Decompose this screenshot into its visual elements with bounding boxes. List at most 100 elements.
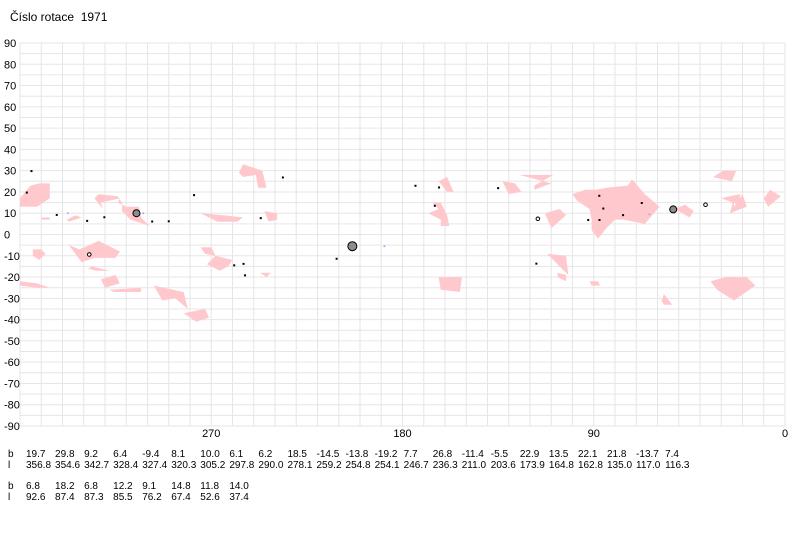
y-tick-label: -90 bbox=[4, 421, 20, 433]
region-r14 bbox=[207, 255, 233, 271]
l-value: 354.6 bbox=[55, 460, 81, 471]
b-value: 29.8 bbox=[55, 449, 75, 460]
region-r21 bbox=[438, 277, 462, 292]
b-value: 26.8 bbox=[432, 449, 453, 460]
region-r7 bbox=[68, 240, 120, 263]
l-value: 164.8 bbox=[548, 460, 574, 471]
region-r16 bbox=[238, 164, 267, 188]
faint-point bbox=[383, 245, 386, 248]
b-value: 7.4 bbox=[665, 449, 679, 460]
region-r24 bbox=[544, 209, 567, 229]
b-value: 11.8 bbox=[200, 481, 220, 492]
sunspot-point bbox=[103, 216, 106, 219]
l-value: 87.3 bbox=[84, 492, 104, 503]
l-value: 278.1 bbox=[287, 460, 313, 471]
sunspot-point bbox=[335, 257, 338, 260]
b-value: 21.8 bbox=[607, 449, 627, 460]
l-value: 116.3 bbox=[665, 460, 690, 471]
y-tick-label: -10 bbox=[4, 251, 20, 263]
l-value: 162.8 bbox=[577, 460, 603, 471]
sunspot-point bbox=[640, 202, 643, 205]
y-tick-label: 90 bbox=[4, 38, 16, 50]
b-value: 8.1 bbox=[171, 449, 186, 460]
region-r12 bbox=[183, 309, 210, 322]
region-r19 bbox=[428, 202, 450, 226]
sunspot-point-large bbox=[669, 205, 678, 214]
region-r10 bbox=[109, 287, 142, 292]
b-value: 18.2 bbox=[55, 481, 75, 492]
b-value: 7.7 bbox=[403, 449, 418, 460]
sunspot-point bbox=[602, 207, 605, 210]
region-r5 bbox=[66, 215, 82, 222]
b-value: 22.1 bbox=[577, 449, 598, 460]
region-r1 bbox=[20, 183, 50, 207]
sunspot-point bbox=[535, 262, 538, 265]
sunspot-point bbox=[622, 214, 625, 217]
region-r28 bbox=[572, 179, 660, 239]
l-value: 236.3 bbox=[432, 460, 458, 471]
y-tick-label: 40 bbox=[4, 144, 16, 156]
l-value: 246.7 bbox=[403, 460, 429, 471]
y-tick-label: 30 bbox=[4, 166, 16, 178]
sunspot-point bbox=[30, 170, 33, 173]
y-tick-label: -60 bbox=[4, 357, 20, 369]
b-value: 18.5 bbox=[287, 449, 307, 460]
sunspot-point bbox=[587, 219, 590, 222]
sunspot-point bbox=[151, 220, 154, 223]
b-value: 14.0 bbox=[229, 481, 249, 492]
row-label-b: b bbox=[8, 481, 14, 492]
b-value: -5.5 bbox=[490, 449, 509, 460]
x-tick-label: 90 bbox=[588, 428, 600, 440]
y-tick-label: -50 bbox=[4, 336, 20, 348]
faint-point bbox=[648, 213, 651, 216]
x-tick-label: 180 bbox=[393, 428, 411, 440]
region-r29 bbox=[655, 289, 673, 305]
region-r6 bbox=[94, 194, 150, 226]
y-tick-label: 10 bbox=[4, 208, 16, 220]
y-axis-ticks: 90 80 70 60 50 40 30 20 10 0 -10 -20 -30 -40 -50 -60 -70… bbox=[4, 38, 20, 433]
sunspot-point-xlarge bbox=[347, 241, 358, 252]
sunspot-point bbox=[25, 191, 28, 194]
l-value: 259.2 bbox=[316, 460, 342, 471]
sunspot-point bbox=[433, 204, 436, 207]
region-r23 bbox=[519, 174, 554, 190]
chart-title: Číslo rotace 1971 bbox=[10, 10, 108, 24]
region-r31 bbox=[712, 170, 737, 182]
region-r18 bbox=[260, 272, 271, 278]
b-value: 6.8 bbox=[84, 481, 98, 492]
region-r26 bbox=[557, 272, 567, 282]
region-r8 bbox=[88, 266, 110, 271]
l-value: 135.0 bbox=[607, 460, 633, 471]
l-value: 87.4 bbox=[55, 492, 75, 503]
row-label-l: l bbox=[8, 460, 11, 471]
coordinates-table-1: b l 19.7 29.8 9.2 6.4 -9.4 8.1 10.0 6.1 6.2 18.5 -14… bbox=[8, 449, 798, 473]
b-value: 9.2 bbox=[84, 449, 98, 460]
row-label-l: l bbox=[8, 492, 11, 503]
row-label-b: b bbox=[8, 449, 14, 460]
sunspot-point bbox=[281, 176, 284, 179]
sunspot-point bbox=[497, 187, 500, 190]
b-value: 12.2 bbox=[113, 481, 133, 492]
faint-point bbox=[66, 212, 69, 215]
region-r17 bbox=[264, 211, 278, 222]
region-r25 bbox=[547, 253, 569, 275]
l-value: 320.3 bbox=[171, 460, 197, 471]
sunspot-point bbox=[598, 219, 601, 222]
region-r35 bbox=[710, 277, 756, 301]
sunspot-point-ring bbox=[703, 202, 708, 208]
region-r27 bbox=[589, 281, 601, 286]
b-value: 14.8 bbox=[171, 481, 191, 492]
b-value: -14.5 bbox=[316, 449, 340, 460]
region-r2 bbox=[41, 217, 50, 220]
sunspot-point bbox=[259, 217, 262, 220]
b-value: 22.9 bbox=[519, 449, 540, 460]
region-r34 bbox=[763, 189, 781, 207]
region-r20 bbox=[438, 177, 454, 192]
b-value: -11.4 bbox=[461, 449, 484, 460]
y-tick-label: -40 bbox=[4, 315, 20, 327]
sunspot-point bbox=[233, 264, 236, 267]
b-value: 6.2 bbox=[258, 449, 273, 460]
region-r22 bbox=[502, 181, 522, 195]
region-r30 bbox=[674, 204, 694, 218]
l-value: 328.4 bbox=[113, 460, 139, 471]
